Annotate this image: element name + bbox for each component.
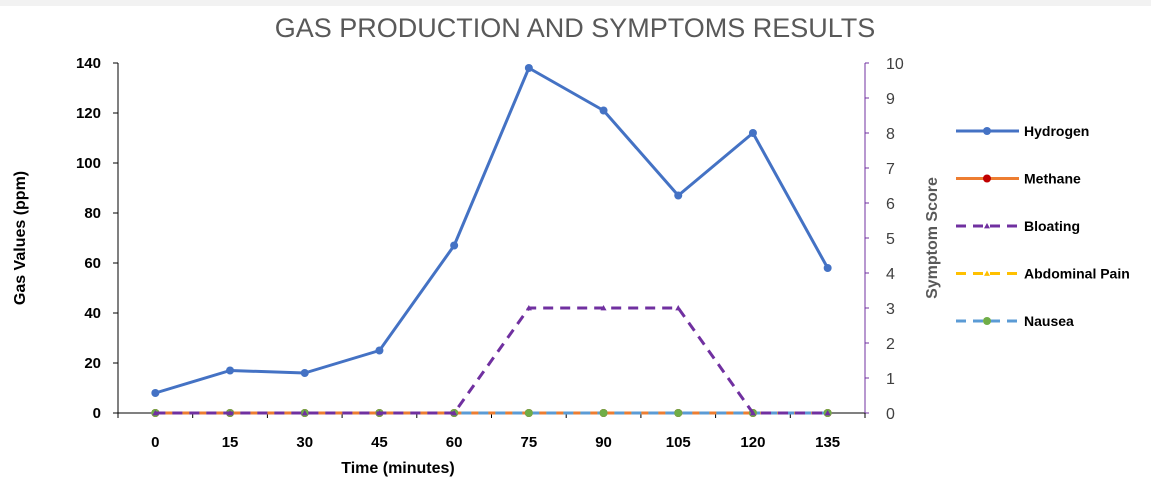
- y2-tick-label: 2: [886, 336, 895, 353]
- legend-swatch-marker: [984, 270, 990, 276]
- y-tick-label: 20: [84, 355, 101, 372]
- legend-item: Bloating: [956, 218, 1080, 234]
- series-line: [154, 66, 829, 395]
- legend-swatch-marker: [983, 317, 991, 325]
- y2-tick-label: 5: [886, 231, 895, 248]
- series-hydrogen: [151, 64, 832, 397]
- y2-tick-label: 3: [886, 301, 895, 318]
- data-point: [226, 366, 235, 375]
- legend-label: Nausea: [1024, 313, 1074, 329]
- y2-tick-label: 7: [886, 161, 895, 178]
- x-tick-label: 75: [521, 434, 538, 451]
- data-point: [301, 410, 308, 416]
- data-point: [674, 409, 683, 417]
- x-tick-label: 15: [222, 434, 239, 451]
- data-point: [748, 129, 757, 137]
- data-point: [674, 191, 683, 200]
- data-point: [599, 106, 608, 115]
- legend-item: Abdominal Pain: [956, 266, 1130, 282]
- data-point: [824, 410, 831, 416]
- legend-item: Hydrogen: [956, 123, 1089, 139]
- x-axis-title: Time (minutes): [341, 460, 455, 477]
- legend-item: Nausea: [956, 313, 1074, 329]
- y2-tick-label: 6: [886, 196, 895, 213]
- y2-tick-label: 8: [886, 126, 895, 143]
- y2-tick-label: 1: [886, 371, 895, 388]
- y-axis-title: Gas Values (ppm): [12, 171, 29, 305]
- data-point: [823, 264, 832, 272]
- y2-axis-title: Symptom Score: [924, 177, 941, 299]
- x-tick-label: 135: [815, 434, 840, 451]
- legend-item: Methane: [956, 171, 1081, 187]
- data-point: [451, 410, 458, 416]
- data-point: [749, 410, 756, 416]
- data-point: [599, 409, 608, 417]
- legend-swatch-marker: [984, 223, 990, 229]
- data-point: [524, 409, 533, 417]
- data-point: [151, 389, 160, 397]
- data-point: [375, 346, 384, 355]
- legend-label: Hydrogen: [1024, 123, 1089, 139]
- y2-tick-label: 10: [886, 56, 904, 73]
- y-tick-label: 40: [84, 305, 101, 322]
- x-tick-label: 60: [446, 434, 463, 451]
- data-point: [525, 305, 532, 311]
- x-tick-label: 120: [740, 434, 765, 451]
- y-tick-label: 100: [76, 155, 101, 172]
- legend-label: Abdominal Pain: [1024, 266, 1130, 282]
- data-point: [675, 305, 682, 311]
- y-tick-label: 120: [76, 105, 101, 122]
- y-tick-label: 60: [84, 255, 101, 272]
- legend: Hydrogen Methane Bloating Abdominal Pain Nau…: [956, 123, 1130, 329]
- x-tick-label: 45: [371, 434, 388, 451]
- series-bloating: [152, 305, 831, 416]
- y2-tick-label: 9: [886, 91, 895, 108]
- legend-label: Bloating: [1024, 218, 1080, 234]
- data-point: [376, 410, 383, 416]
- y-tick-label: 140: [76, 55, 101, 72]
- x-tick-label: 30: [296, 434, 313, 451]
- y-tick-label: 80: [84, 205, 101, 222]
- data-point: [300, 369, 309, 377]
- series-line: [155, 306, 828, 415]
- legend-label: Methane: [1024, 171, 1081, 187]
- chart-title: GAS PRODUCTION AND SYMPTOMS RESULTS: [275, 13, 876, 43]
- data-point: [600, 305, 607, 311]
- data-point: [524, 64, 533, 72]
- legend-swatch-marker: [983, 174, 991, 183]
- data-point: [152, 410, 159, 416]
- data-point: [227, 410, 234, 416]
- x-tick-label: 0: [151, 434, 159, 451]
- y-tick-label: 0: [93, 405, 101, 422]
- y2-tick-label: 4: [886, 266, 895, 283]
- data-point: [450, 241, 459, 250]
- x-tick-label: 90: [595, 434, 612, 451]
- series-layer: [151, 64, 832, 417]
- top-bar: [0, 0, 1151, 6]
- y2-tick-label: 0: [886, 406, 895, 423]
- x-tick-label: 105: [666, 434, 691, 451]
- legend-swatch-marker: [983, 127, 991, 135]
